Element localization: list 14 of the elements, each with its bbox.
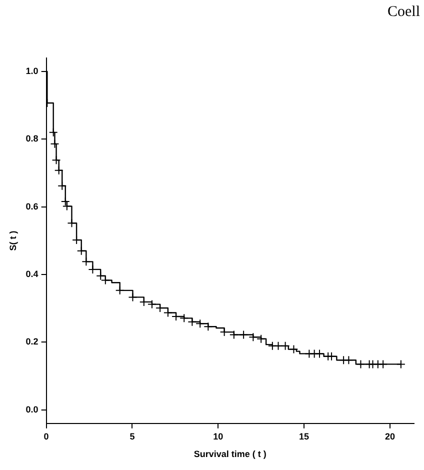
y-tick-label: 0.8	[26, 134, 38, 144]
x-tick-label: 20	[384, 431, 395, 442]
x-tick-label: 0	[44, 431, 49, 442]
y-axis-title: S( t )	[8, 230, 18, 251]
y-tick-label: 0.2	[26, 336, 38, 347]
text: Coell	[388, 4, 420, 21]
y-tick-label: 0.4	[26, 269, 38, 280]
x-tick-label: 5	[130, 431, 135, 442]
y-tick-label: 1.0	[26, 66, 38, 76]
x-tick-label: 10	[213, 431, 224, 442]
y-tick-label: 0.0	[26, 404, 38, 414]
x-tick-label: 15	[299, 431, 310, 442]
x-axis-title: Survival time ( t )	[194, 449, 266, 460]
y-tick-label: 0.6	[26, 201, 38, 212]
